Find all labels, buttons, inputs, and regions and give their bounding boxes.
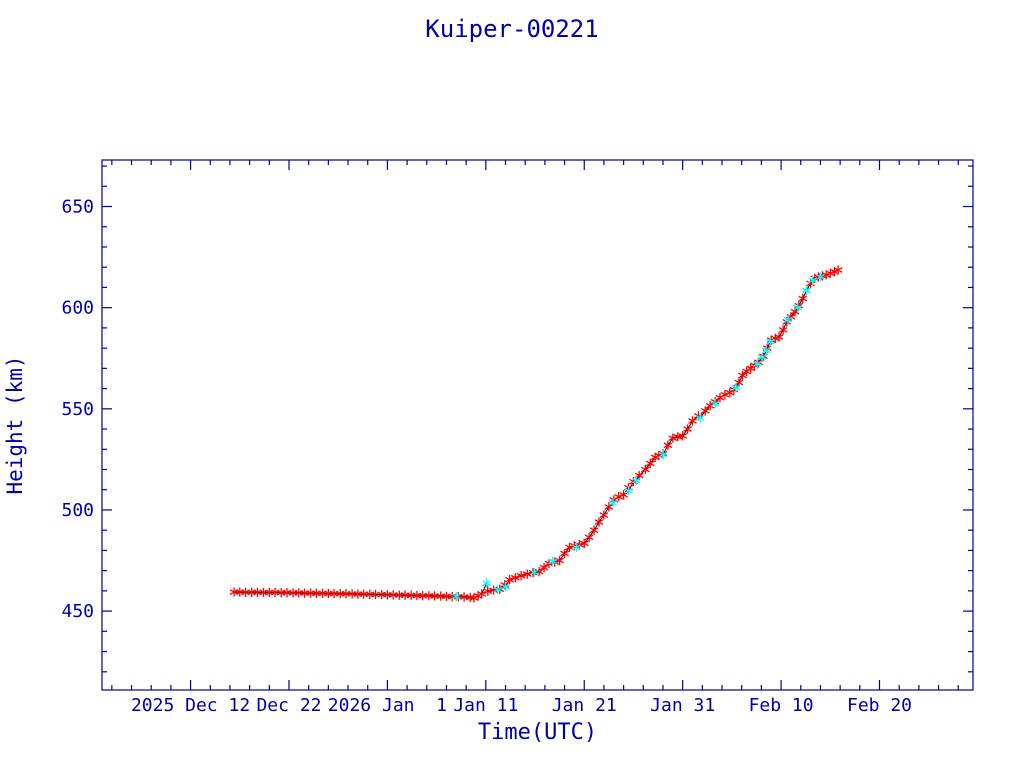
series-2-data-point [766, 337, 775, 347]
series-2-data-point [548, 556, 558, 566]
x-tick-label: Feb 10 [749, 695, 814, 716]
series-2-data-point [816, 272, 825, 282]
series-1-data-point [774, 332, 784, 342]
series-1-data-point [584, 532, 594, 542]
x-tick-label: Jan 21 [552, 695, 617, 716]
series-1-data-point [738, 370, 747, 381]
series-2-data-point [731, 382, 741, 393]
series-1-data-point [619, 490, 629, 500]
y-tick-label: 650 [61, 197, 94, 218]
series-1-data-point [614, 492, 624, 502]
series-2-data-point [802, 285, 811, 296]
series-1-data-point [833, 265, 843, 275]
series-1-data-point [678, 431, 688, 441]
series-1-data-point [688, 416, 697, 426]
series-2-data-point [783, 315, 793, 325]
y-tick-label: 600 [61, 298, 94, 319]
x-tick-label: 2026 Jan 1 [328, 695, 447, 716]
series-1-data-point [418, 591, 428, 601]
series-1-data-point [683, 424, 692, 434]
series-2-data-point [608, 498, 618, 508]
series-2-data-point [710, 399, 720, 409]
series-1-data-point [516, 571, 526, 581]
series-1-data-point [668, 433, 678, 443]
axis-ticks [102, 160, 973, 690]
y-tick-label: 500 [61, 500, 94, 521]
x-tick-label: Dec 22 [256, 695, 321, 716]
axis-tick-labels: 450 500 550 600 650 2025 Dec 12 Dec 22 2026 Jan… [61, 197, 912, 716]
series-2-data-point [793, 303, 803, 313]
series-1-data-point [300, 588, 309, 598]
series-1-data-point [312, 588, 321, 598]
series-2-data-point [529, 567, 539, 577]
chart-title: Kuiper-00221 [425, 15, 598, 43]
series-1-data-point [778, 325, 788, 335]
series-1-data-point [555, 555, 565, 566]
series-2-data-point [451, 591, 461, 601]
series-1-data-point [522, 569, 532, 579]
series-1-data-point [539, 562, 549, 573]
x-tick-label: Jan 31 [650, 695, 715, 716]
series-1-data-point [371, 589, 380, 600]
x-tick-label: 2025 Dec 12 [131, 695, 250, 716]
x-tick-label: Jan 11 [453, 695, 518, 716]
series-2-data-point [752, 359, 762, 369]
series-1-data-point [589, 525, 599, 535]
series-2-data-point [757, 352, 767, 362]
series-1-data-point [565, 542, 574, 553]
plot-frame [101, 159, 974, 691]
series-2-data-point [761, 345, 771, 356]
series-1-data-point [599, 510, 609, 520]
series-1-data-point [746, 363, 756, 374]
series-1-data-point [663, 440, 673, 450]
series-2-data-point [482, 578, 492, 588]
series-2-data-point [572, 542, 581, 553]
series-1-data-point [560, 548, 569, 559]
series-2-data-point [624, 486, 633, 496]
x-tick-label: Feb 20 [847, 695, 912, 716]
x-axis-label: Time(UTC) [478, 720, 597, 745]
series-1-data-point [594, 517, 604, 527]
y-axis-label: Height (km) [3, 355, 27, 494]
plot-data [229, 265, 843, 603]
series-2-data-point [501, 582, 510, 592]
y-tick-label: 450 [61, 601, 94, 622]
series-1-data-point [510, 573, 520, 583]
series-1-data-point [720, 390, 730, 400]
series-1-data-point [604, 502, 614, 512]
series-line [234, 269, 839, 599]
series-1-data-point [640, 464, 650, 475]
series-1-data-point [241, 587, 250, 597]
series-1-data-point [705, 401, 715, 411]
y-tick-label: 550 [61, 399, 94, 420]
series-2-data-point [695, 413, 705, 423]
series-1-data-point [798, 293, 808, 304]
series-2-data-point [808, 275, 818, 286]
series-1-data-point [645, 458, 655, 469]
series-2-data-point [631, 475, 641, 486]
series-1-data-point [477, 589, 487, 599]
series-2-data-point [658, 450, 668, 460]
series-1-data-point [579, 538, 589, 548]
series-2-data-point [493, 585, 503, 595]
series-1-data-point [700, 406, 710, 416]
series-1-data-point [505, 575, 515, 585]
